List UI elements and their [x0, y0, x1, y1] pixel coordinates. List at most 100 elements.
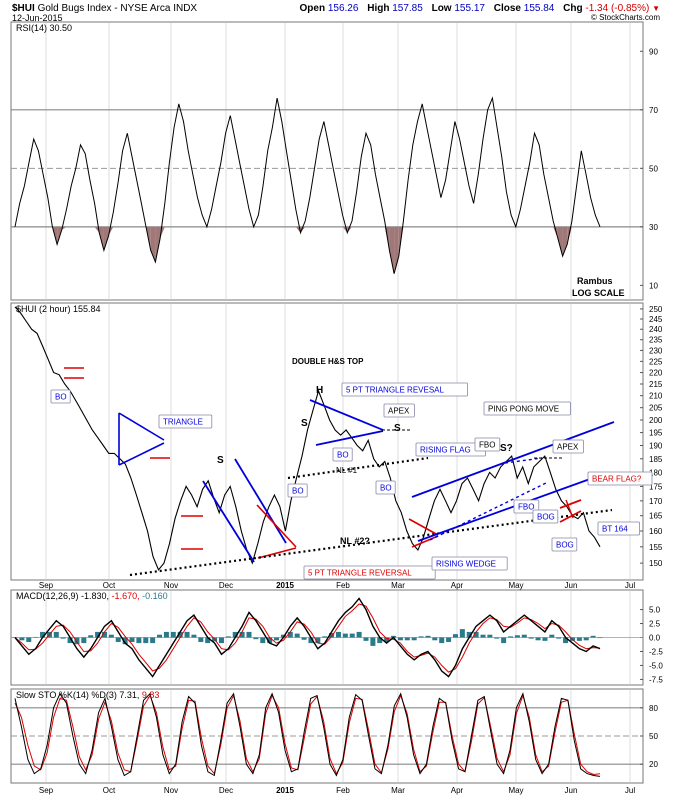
macd-histogram-bar — [129, 637, 135, 642]
x-axis-month-label: Nov — [164, 581, 178, 590]
bear-flag-lower — [559, 510, 582, 523]
s-label-left: S — [217, 455, 224, 466]
slow_sto-tick-label: 20 — [649, 760, 658, 769]
x-axis-month-label: Mar — [391, 581, 405, 590]
macd-histogram-bar — [315, 637, 321, 644]
rsi-oversold-fill — [394, 226, 399, 274]
macd-histogram-bar — [191, 634, 197, 638]
s-question-label: S? — [500, 443, 513, 454]
macd-tick-label: -5.0 — [649, 661, 663, 670]
macd-histogram-bar — [473, 631, 479, 638]
x-axis-month-label: May — [508, 786, 523, 795]
macd-histogram-bar — [446, 637, 452, 642]
x-axis-month-label: Oct — [103, 581, 116, 590]
rambus-annotation: Rambus — [577, 276, 613, 286]
macd-histogram-bar — [33, 636, 39, 638]
bo-label-2: BO — [292, 487, 304, 496]
macd-histogram-bar — [418, 636, 424, 638]
macd-histogram-bar — [218, 637, 224, 644]
macd-legend: MACD(12,26,9) -1.830, -1.670, -0.160 — [16, 591, 168, 601]
macd-signal-line — [14, 603, 601, 673]
macd-histogram-bar — [590, 635, 596, 638]
rising-wedge-upper — [429, 481, 549, 541]
macd-histogram-bar — [81, 637, 87, 644]
macd-histogram-bar — [198, 637, 204, 642]
rising-wedge-label-box — [431, 556, 508, 571]
macd-histogram-bar — [239, 631, 245, 638]
bo-label-1-box — [50, 389, 71, 404]
macd-histogram-bar — [246, 631, 252, 638]
ticker-symbol: $HUI — [12, 3, 35, 14]
fbo-label-2-box — [513, 499, 540, 514]
ping-pong-move-label-box — [483, 401, 571, 416]
macd-histogram-bar — [136, 637, 142, 644]
macd-histogram-bar — [143, 637, 149, 644]
macd-tick-label: 0.0 — [649, 634, 661, 643]
macd-histogram-bar — [67, 637, 73, 644]
macd-histogram-bar — [432, 637, 438, 641]
macd-histogram-bar — [274, 637, 280, 641]
open-value: 156.26 — [327, 3, 359, 14]
rsi-oversold-fill — [557, 226, 563, 257]
bo-label-3: BO — [337, 451, 349, 460]
rising-flag-lower — [417, 478, 591, 542]
macd-histogram-bar — [108, 634, 114, 638]
chart-date: 12-Jun-2015 — [12, 13, 63, 23]
bog-label-1-box — [532, 509, 559, 524]
fbo-label-1-box — [474, 437, 501, 452]
rsi-legend: RSI(14) 30.50 — [16, 23, 72, 33]
bear-flag-cross — [565, 499, 574, 519]
macd-histogram-bar — [184, 631, 190, 638]
s-label-right: S — [394, 423, 401, 434]
macd-histogram-bar — [101, 631, 107, 638]
x-axis-month-label: Feb — [336, 581, 350, 590]
triangle-label-box — [158, 414, 213, 429]
top-triangle-lower — [315, 430, 384, 446]
price-tick-label: 215 — [649, 380, 663, 389]
bo-label-4: BO — [380, 484, 392, 493]
five-pt-triangle-revesal-label-box — [341, 382, 468, 397]
price-tick-label: 165 — [649, 512, 663, 521]
bo-label-4-box — [375, 480, 396, 495]
price-line — [14, 306, 601, 571]
price-tick-label: 190 — [649, 441, 663, 450]
rsi-tick-label: 90 — [649, 47, 658, 56]
macd-histogram-bar — [157, 634, 163, 638]
macd-histogram-bar — [397, 637, 403, 641]
sto-legend-part: 9.83 — [142, 690, 160, 700]
macd-histogram-bar — [363, 637, 369, 641]
macd-histogram-bar — [301, 637, 307, 640]
macd-histogram-bar — [480, 634, 486, 638]
bo-label-2-box — [287, 483, 308, 498]
sto-k-line — [14, 692, 601, 777]
macd-histogram-bar — [53, 631, 59, 638]
price-tick-label: 200 — [649, 416, 663, 425]
macd-histogram-bar — [521, 634, 527, 638]
bo-label-1: BO — [55, 393, 67, 402]
chg-label: Chg — [563, 3, 583, 14]
close-value: 155.84 — [523, 3, 555, 14]
macd-histogram-bar — [514, 635, 520, 638]
macd-histogram-bar — [19, 637, 25, 641]
macd-histogram-bar — [384, 637, 390, 642]
reversal-right-trendline — [234, 458, 287, 544]
macd-histogram-bar — [494, 637, 500, 639]
h-label: H — [316, 385, 323, 396]
x-axis-month-label: Dec — [219, 786, 233, 795]
neckline-1 — [287, 456, 429, 480]
price-tick-label: 245 — [649, 315, 663, 324]
macd-histogram-bar — [459, 629, 465, 638]
open-label: Open — [299, 3, 326, 14]
rsi-oversold-fill — [347, 226, 352, 233]
slow_sto-tick-label: 50 — [649, 732, 658, 741]
chg-value: -1.34 (-0.85%) — [585, 3, 650, 14]
price-tick-label: 205 — [649, 404, 663, 413]
x-axis-month-label: Apr — [451, 786, 464, 795]
nl-1-label: NL #1 — [336, 466, 358, 475]
macd-histogram-bar — [280, 634, 286, 638]
triangle-label: TRIANGLE — [163, 418, 203, 427]
x-axis-month-label: Dec — [219, 581, 233, 590]
bt-164-label-box — [597, 521, 640, 536]
x-axis-month-label: Nov — [164, 786, 178, 795]
rsi-tick-label: 10 — [649, 281, 658, 290]
